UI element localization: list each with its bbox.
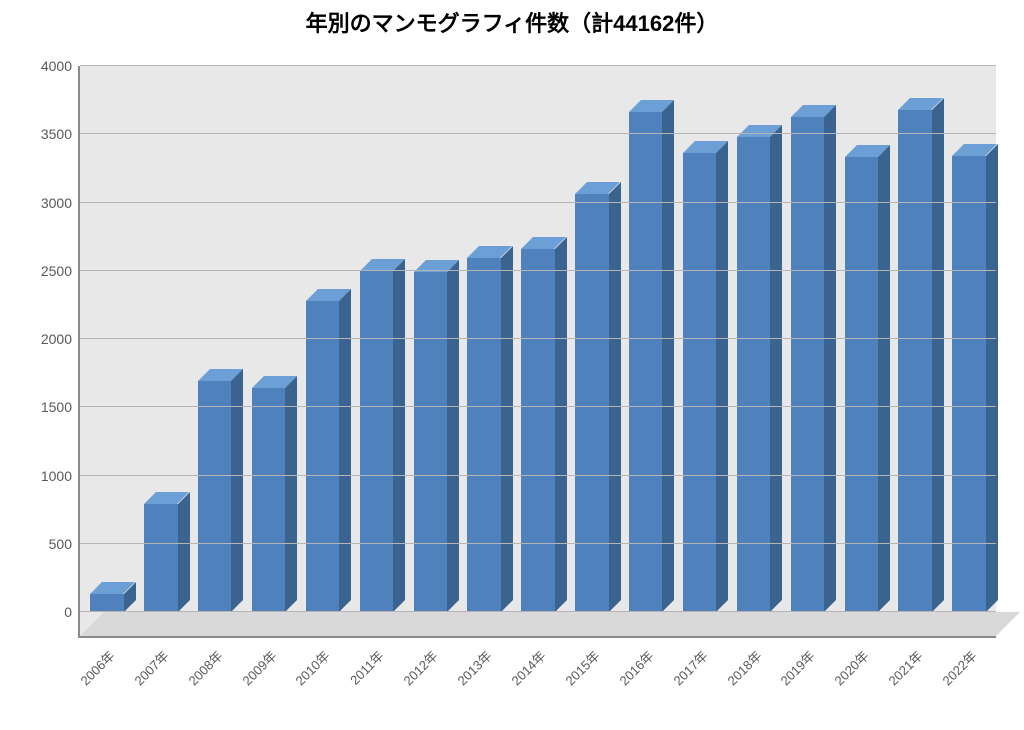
bar	[467, 258, 500, 612]
bar	[414, 272, 447, 612]
bar-front	[521, 249, 554, 612]
bar	[144, 504, 177, 612]
bar-side	[285, 376, 297, 612]
y-tick-label: 500	[12, 536, 72, 552]
y-tick-label: 1500	[12, 399, 72, 415]
bar	[737, 137, 770, 612]
bar-side	[824, 105, 836, 612]
gridline	[80, 611, 996, 612]
gridline	[80, 543, 996, 544]
bar-side	[178, 492, 190, 612]
bar-side	[662, 100, 674, 612]
bar-side	[609, 182, 621, 612]
bar	[629, 112, 662, 612]
gridline	[80, 338, 996, 339]
bar	[845, 157, 878, 612]
y-tick-label: 4000	[12, 58, 72, 74]
y-tick-label: 0	[12, 604, 72, 620]
bar	[90, 594, 123, 612]
floor	[80, 612, 1020, 636]
bar-front	[90, 594, 123, 612]
bar	[252, 388, 285, 612]
gridline	[80, 406, 996, 407]
bar	[791, 117, 824, 612]
bar-front	[144, 504, 177, 612]
bar-front	[575, 194, 608, 612]
gridline	[80, 133, 996, 134]
bar-side	[716, 141, 728, 612]
y-tick-label: 2500	[12, 263, 72, 279]
chart-title: 年別のマンモグラフィ件数（計44162件）	[0, 6, 1024, 38]
bar-front	[198, 381, 231, 612]
bar-front	[306, 301, 339, 612]
bar-front	[845, 157, 878, 612]
plot-area	[78, 66, 996, 638]
gridline	[80, 475, 996, 476]
bar	[360, 271, 393, 612]
y-tick-label: 3000	[12, 195, 72, 211]
bar	[521, 249, 554, 612]
bar	[198, 381, 231, 612]
bar	[575, 194, 608, 612]
gridline	[80, 65, 996, 66]
y-tick-label: 3500	[12, 126, 72, 142]
bar-side	[770, 125, 782, 612]
bars-layer	[80, 66, 996, 612]
bar-front	[467, 258, 500, 612]
bar	[306, 301, 339, 612]
bar-front	[629, 112, 662, 612]
y-tick-label: 1000	[12, 468, 72, 484]
gridline	[80, 270, 996, 271]
bar	[898, 110, 931, 612]
chart-container: 年別のマンモグラフィ件数（計44162件） 0 500 1000 1500 2000 25…	[0, 0, 1024, 730]
bar-side	[932, 98, 944, 612]
bar-front	[360, 271, 393, 612]
y-tick-label: 2000	[12, 331, 72, 347]
bar-front	[791, 117, 824, 612]
bar-side	[501, 246, 513, 612]
bar-side	[555, 237, 567, 612]
gridline	[80, 202, 996, 203]
bar-side	[447, 260, 459, 612]
bar-front	[737, 137, 770, 612]
bar-front	[414, 272, 447, 612]
bar-side	[393, 259, 405, 612]
bar-front	[252, 388, 285, 612]
bar-front	[898, 110, 931, 612]
